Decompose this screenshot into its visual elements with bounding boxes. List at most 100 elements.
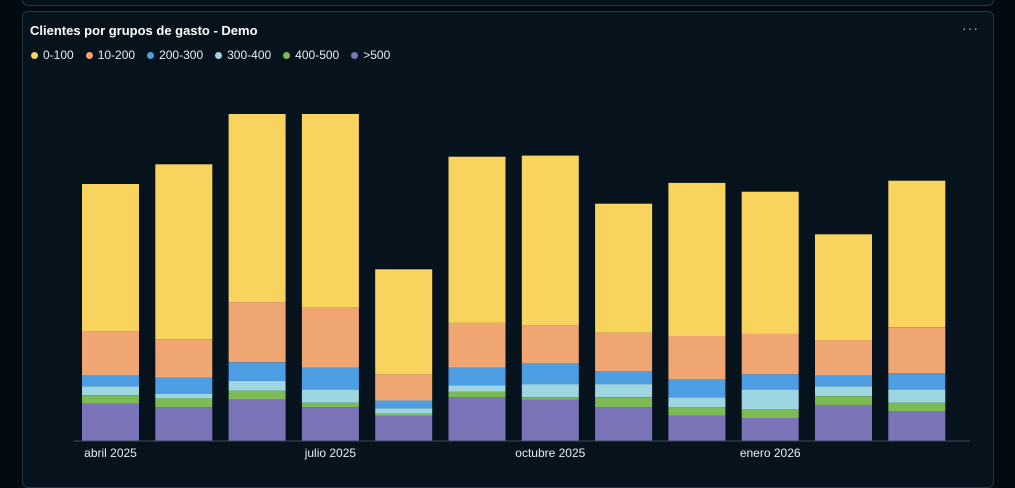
bar-segment[interactable] (595, 203, 653, 333)
bar-segment[interactable] (82, 395, 139, 404)
bar-segment[interactable] (595, 384, 653, 398)
legend-label: 10-200 (97, 48, 136, 62)
bar-segment[interactable] (888, 373, 946, 390)
bar-segment[interactable] (448, 367, 506, 386)
bar-segment[interactable] (82, 331, 139, 376)
legend-item[interactable]: 10-200 (85, 48, 136, 62)
bar-segment[interactable] (448, 156, 506, 323)
bar-segment[interactable] (228, 362, 286, 381)
legend-label: 300-400 (227, 48, 272, 62)
bar-segment[interactable] (888, 327, 946, 374)
bar-segment[interactable] (521, 155, 579, 326)
bar-segment[interactable] (448, 322, 506, 368)
legend-swatch (85, 51, 93, 59)
legend-item[interactable]: 300-400 (215, 48, 271, 62)
bar-segment[interactable] (375, 408, 433, 414)
legend-swatch (283, 51, 291, 59)
bar-segment[interactable] (228, 399, 286, 441)
bar-segment[interactable] (815, 375, 872, 387)
bar-segment[interactable] (668, 415, 726, 441)
legend-item[interactable]: 0-100 (31, 48, 74, 62)
bar-segment[interactable] (521, 399, 579, 441)
legend-item[interactable]: 200-300 (147, 48, 203, 62)
legend-swatch (215, 51, 223, 59)
bars-group (82, 114, 946, 442)
chart-legend: 0-100 10-200 200-300 300-400 400-500 >500 (31, 48, 390, 62)
bar-segment[interactable] (741, 374, 799, 390)
bar-segment[interactable] (155, 398, 213, 408)
bar-segment[interactable] (741, 191, 799, 334)
bar-segment[interactable] (741, 389, 799, 410)
bar-segment[interactable] (82, 403, 139, 441)
bar-segment[interactable] (375, 374, 433, 401)
bar-segment[interactable] (888, 180, 946, 328)
bar-segment[interactable] (155, 394, 213, 399)
bar-segment[interactable] (595, 407, 653, 441)
bar-segment[interactable] (815, 404, 872, 441)
bar-segment[interactable] (448, 391, 506, 398)
bar-segment[interactable] (301, 367, 359, 390)
chart-title: Clientes por grupos de gasto - Demo (30, 23, 258, 38)
legend-item[interactable]: 400-500 (283, 48, 339, 62)
legend-label: >500 (363, 48, 391, 62)
bar-segment[interactable] (228, 390, 286, 400)
bar-segment[interactable] (888, 402, 946, 412)
bar-segment[interactable] (301, 402, 359, 408)
bar-segment[interactable] (301, 407, 359, 441)
legend-item[interactable]: >500 (351, 48, 390, 62)
bar-segment[interactable] (595, 397, 653, 408)
bar-segment[interactable] (521, 325, 579, 364)
bar-segment[interactable] (815, 340, 872, 376)
bar-segment[interactable] (301, 307, 359, 368)
bar-segment[interactable] (155, 377, 213, 394)
bar-segment[interactable] (228, 114, 286, 303)
bar-segment[interactable] (82, 184, 139, 332)
bar-segment[interactable] (521, 384, 579, 398)
x-tick-label: octubre 2025 (515, 446, 585, 460)
legend-swatch (31, 51, 38, 59)
bar-segment[interactable] (888, 389, 946, 403)
bar-segment[interactable] (668, 397, 726, 408)
bar-segment[interactable] (668, 182, 726, 336)
bar-segment[interactable] (155, 164, 213, 340)
bar-segment[interactable] (595, 371, 653, 385)
x-tick-label: julio 2025 (304, 446, 357, 460)
stacked-bar-chart: abril 2025 julio 2025 octubre 2025 enero 20… (74, 114, 970, 460)
x-tick-label: abril 2025 (84, 446, 137, 460)
legend-label: 400-500 (295, 48, 340, 62)
legend-label: 200-300 (159, 48, 204, 62)
bar-segment[interactable] (741, 418, 799, 441)
bar-segment[interactable] (741, 333, 799, 375)
bar-segment[interactable] (521, 397, 579, 400)
bar-segment[interactable] (521, 363, 579, 385)
bar-segment[interactable] (888, 411, 946, 442)
bar-segment[interactable] (301, 389, 359, 403)
bar-segment[interactable] (668, 336, 726, 380)
bar-segment[interactable] (82, 375, 139, 387)
bar-segment[interactable] (741, 409, 799, 418)
bar-segment[interactable] (155, 339, 213, 378)
x-tick-label: enero 2026 (740, 446, 801, 460)
bar-segment[interactable] (595, 332, 653, 371)
more-options-icon[interactable]: ··· (962, 20, 979, 36)
bar-segment[interactable] (301, 114, 359, 308)
bar-segment[interactable] (228, 380, 286, 391)
legend-swatch (351, 51, 359, 59)
legend-label: 0-100 (43, 48, 74, 62)
bar-segment[interactable] (375, 269, 433, 375)
bar-segment[interactable] (228, 302, 286, 363)
bar-segment[interactable] (448, 385, 506, 392)
legend-swatch (147, 51, 155, 59)
bar-segment[interactable] (375, 415, 433, 441)
bar-segment[interactable] (375, 413, 433, 416)
bar-segment[interactable] (375, 400, 433, 409)
bar-segment[interactable] (668, 407, 726, 416)
bar-segment[interactable] (82, 386, 139, 395)
bar-segment[interactable] (155, 407, 213, 441)
bar-segment[interactable] (668, 379, 726, 398)
bar-segment[interactable] (448, 397, 506, 441)
x-axis-ticks: abril 2025 julio 2025 octubre 2025 enero 20… (84, 446, 801, 460)
bar-segment[interactable] (815, 386, 872, 397)
bar-segment[interactable] (815, 234, 872, 341)
bar-segment[interactable] (815, 396, 872, 405)
